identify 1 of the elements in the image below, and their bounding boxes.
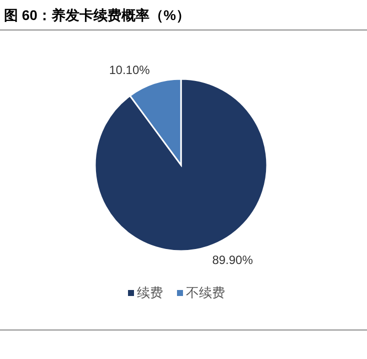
title: 图 60：养发卡续费概率（%） [4, 7, 190, 23]
